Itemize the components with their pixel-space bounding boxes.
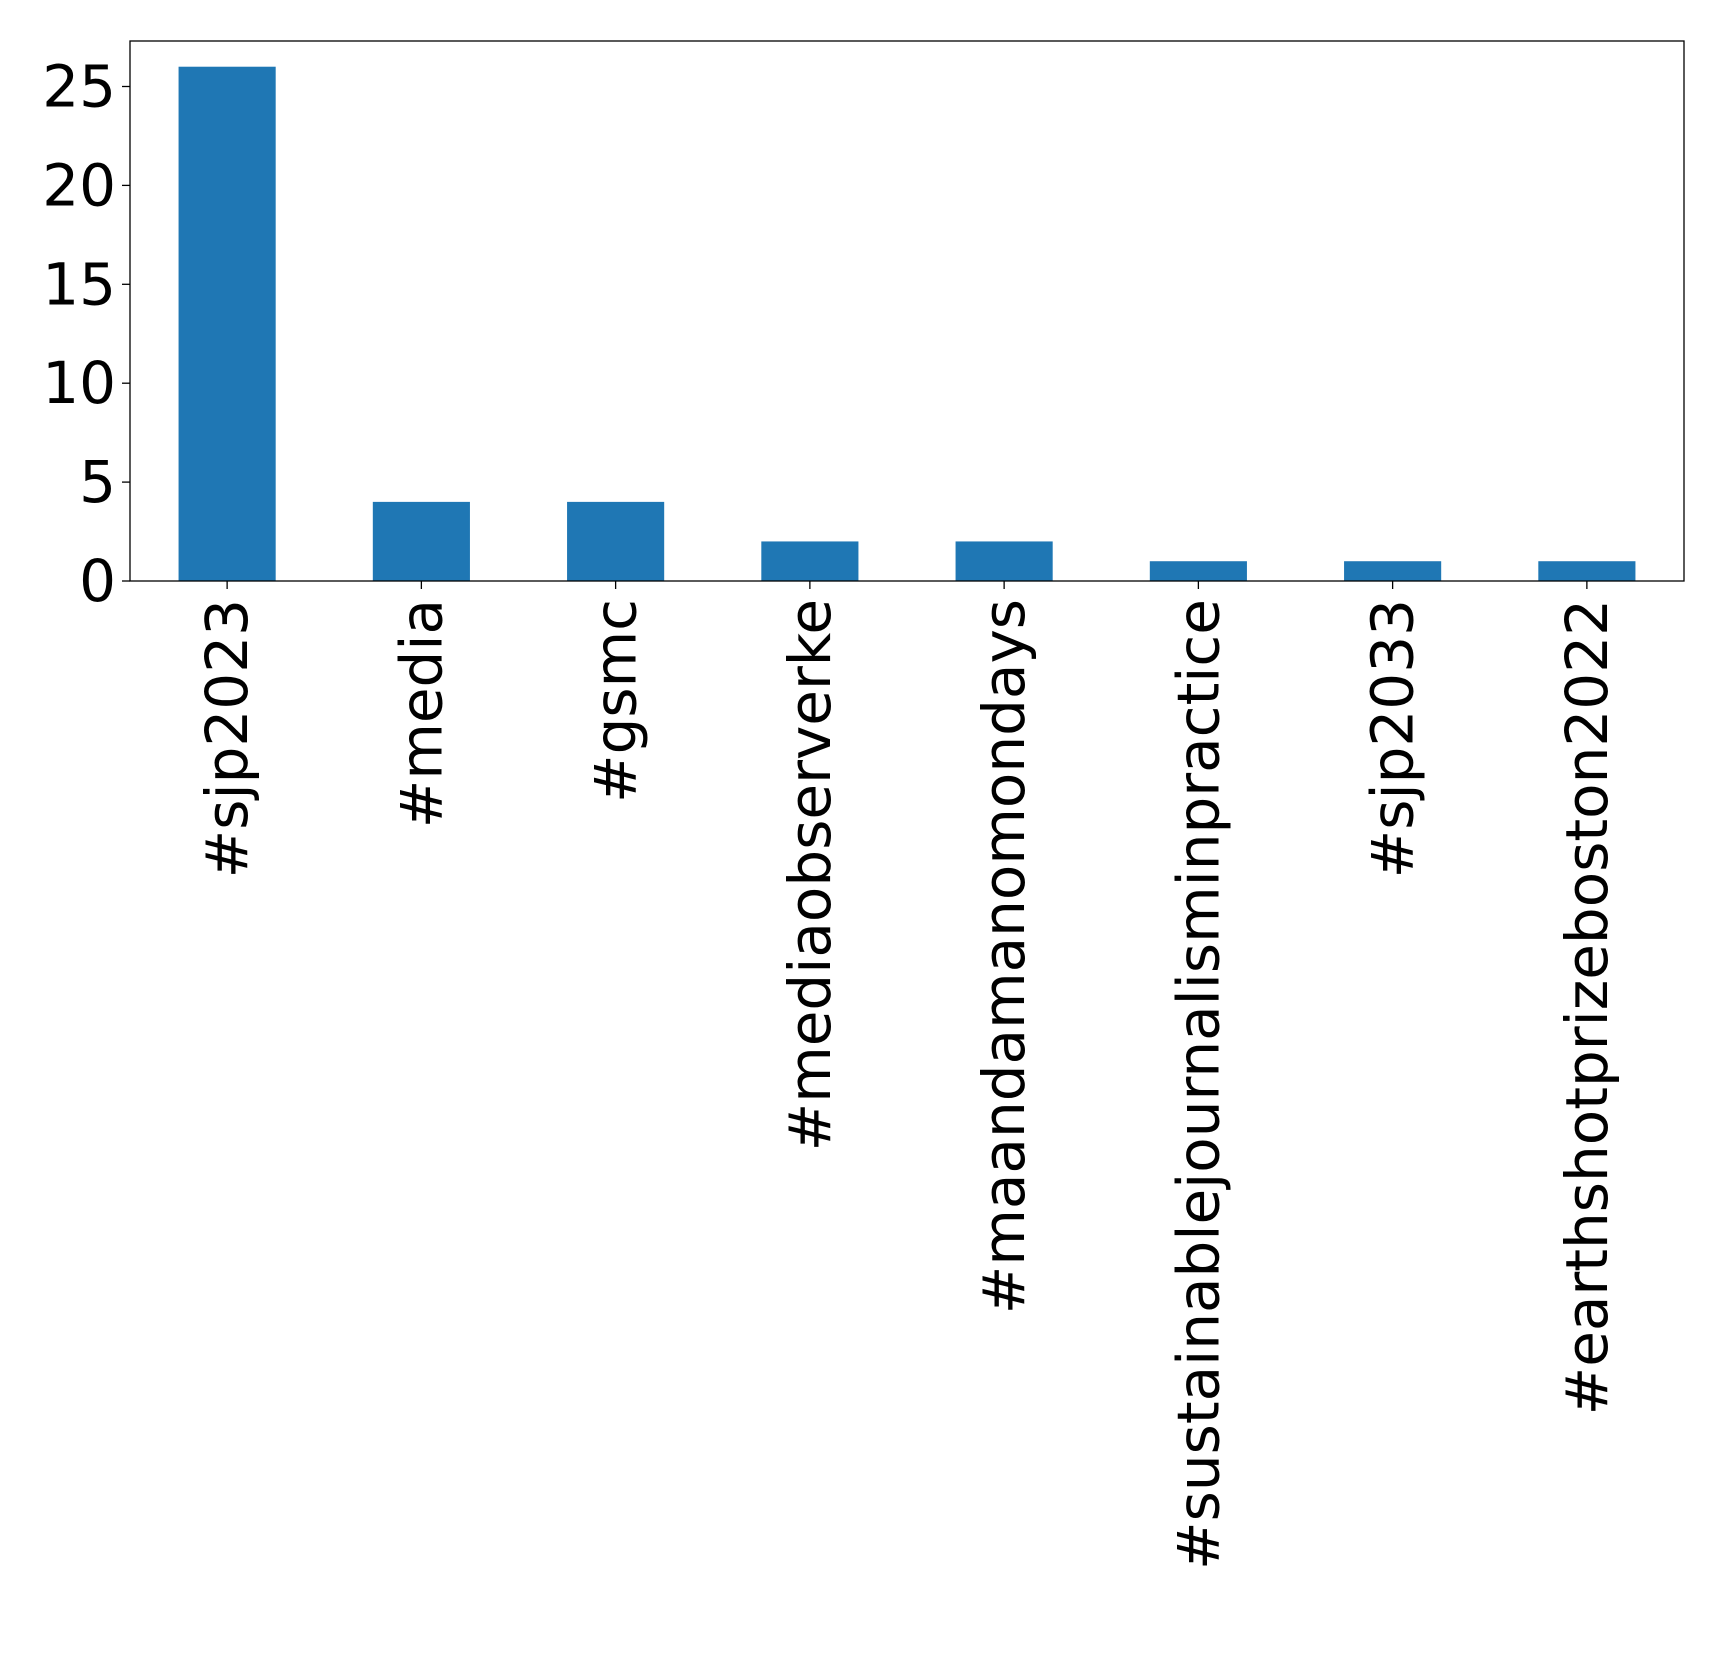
bar	[178, 66, 276, 581]
y-tick-label: 5	[79, 448, 116, 516]
bar	[761, 541, 859, 581]
bar	[1344, 561, 1442, 581]
bar	[372, 501, 470, 581]
x-tick-label: #earthshotprizeboston2022	[1553, 599, 1621, 1415]
x-tick-label: #media	[387, 599, 455, 828]
y-tick-label: 10	[42, 349, 116, 417]
plot-frame	[129, 40, 1685, 582]
x-tick-label: #mediaobserverke	[776, 599, 844, 1151]
bar	[1538, 561, 1636, 581]
bar	[1149, 561, 1247, 581]
y-tick-label: 15	[42, 250, 116, 318]
x-tick-label: #maandamanomondays	[970, 599, 1038, 1314]
bars-group	[178, 66, 1636, 581]
x-axis: #sjp2023 #media #gsmc #mediaobserverke #maan…	[193, 581, 1621, 1570]
bar	[955, 541, 1053, 581]
y-tick-label: 0	[79, 547, 116, 615]
bar	[567, 501, 665, 581]
y-axis: 0 5 10 15 20 25	[42, 52, 130, 615]
y-tick-label: 25	[42, 52, 116, 120]
y-tick-label: 20	[42, 151, 116, 219]
x-tick-label: #gsmc	[582, 599, 650, 803]
x-tick-label: #sjp2033	[1359, 599, 1427, 878]
x-tick-label: #sjp2023	[193, 599, 261, 878]
x-tick-label: #sustainablejournalisminpractice	[1164, 599, 1232, 1570]
